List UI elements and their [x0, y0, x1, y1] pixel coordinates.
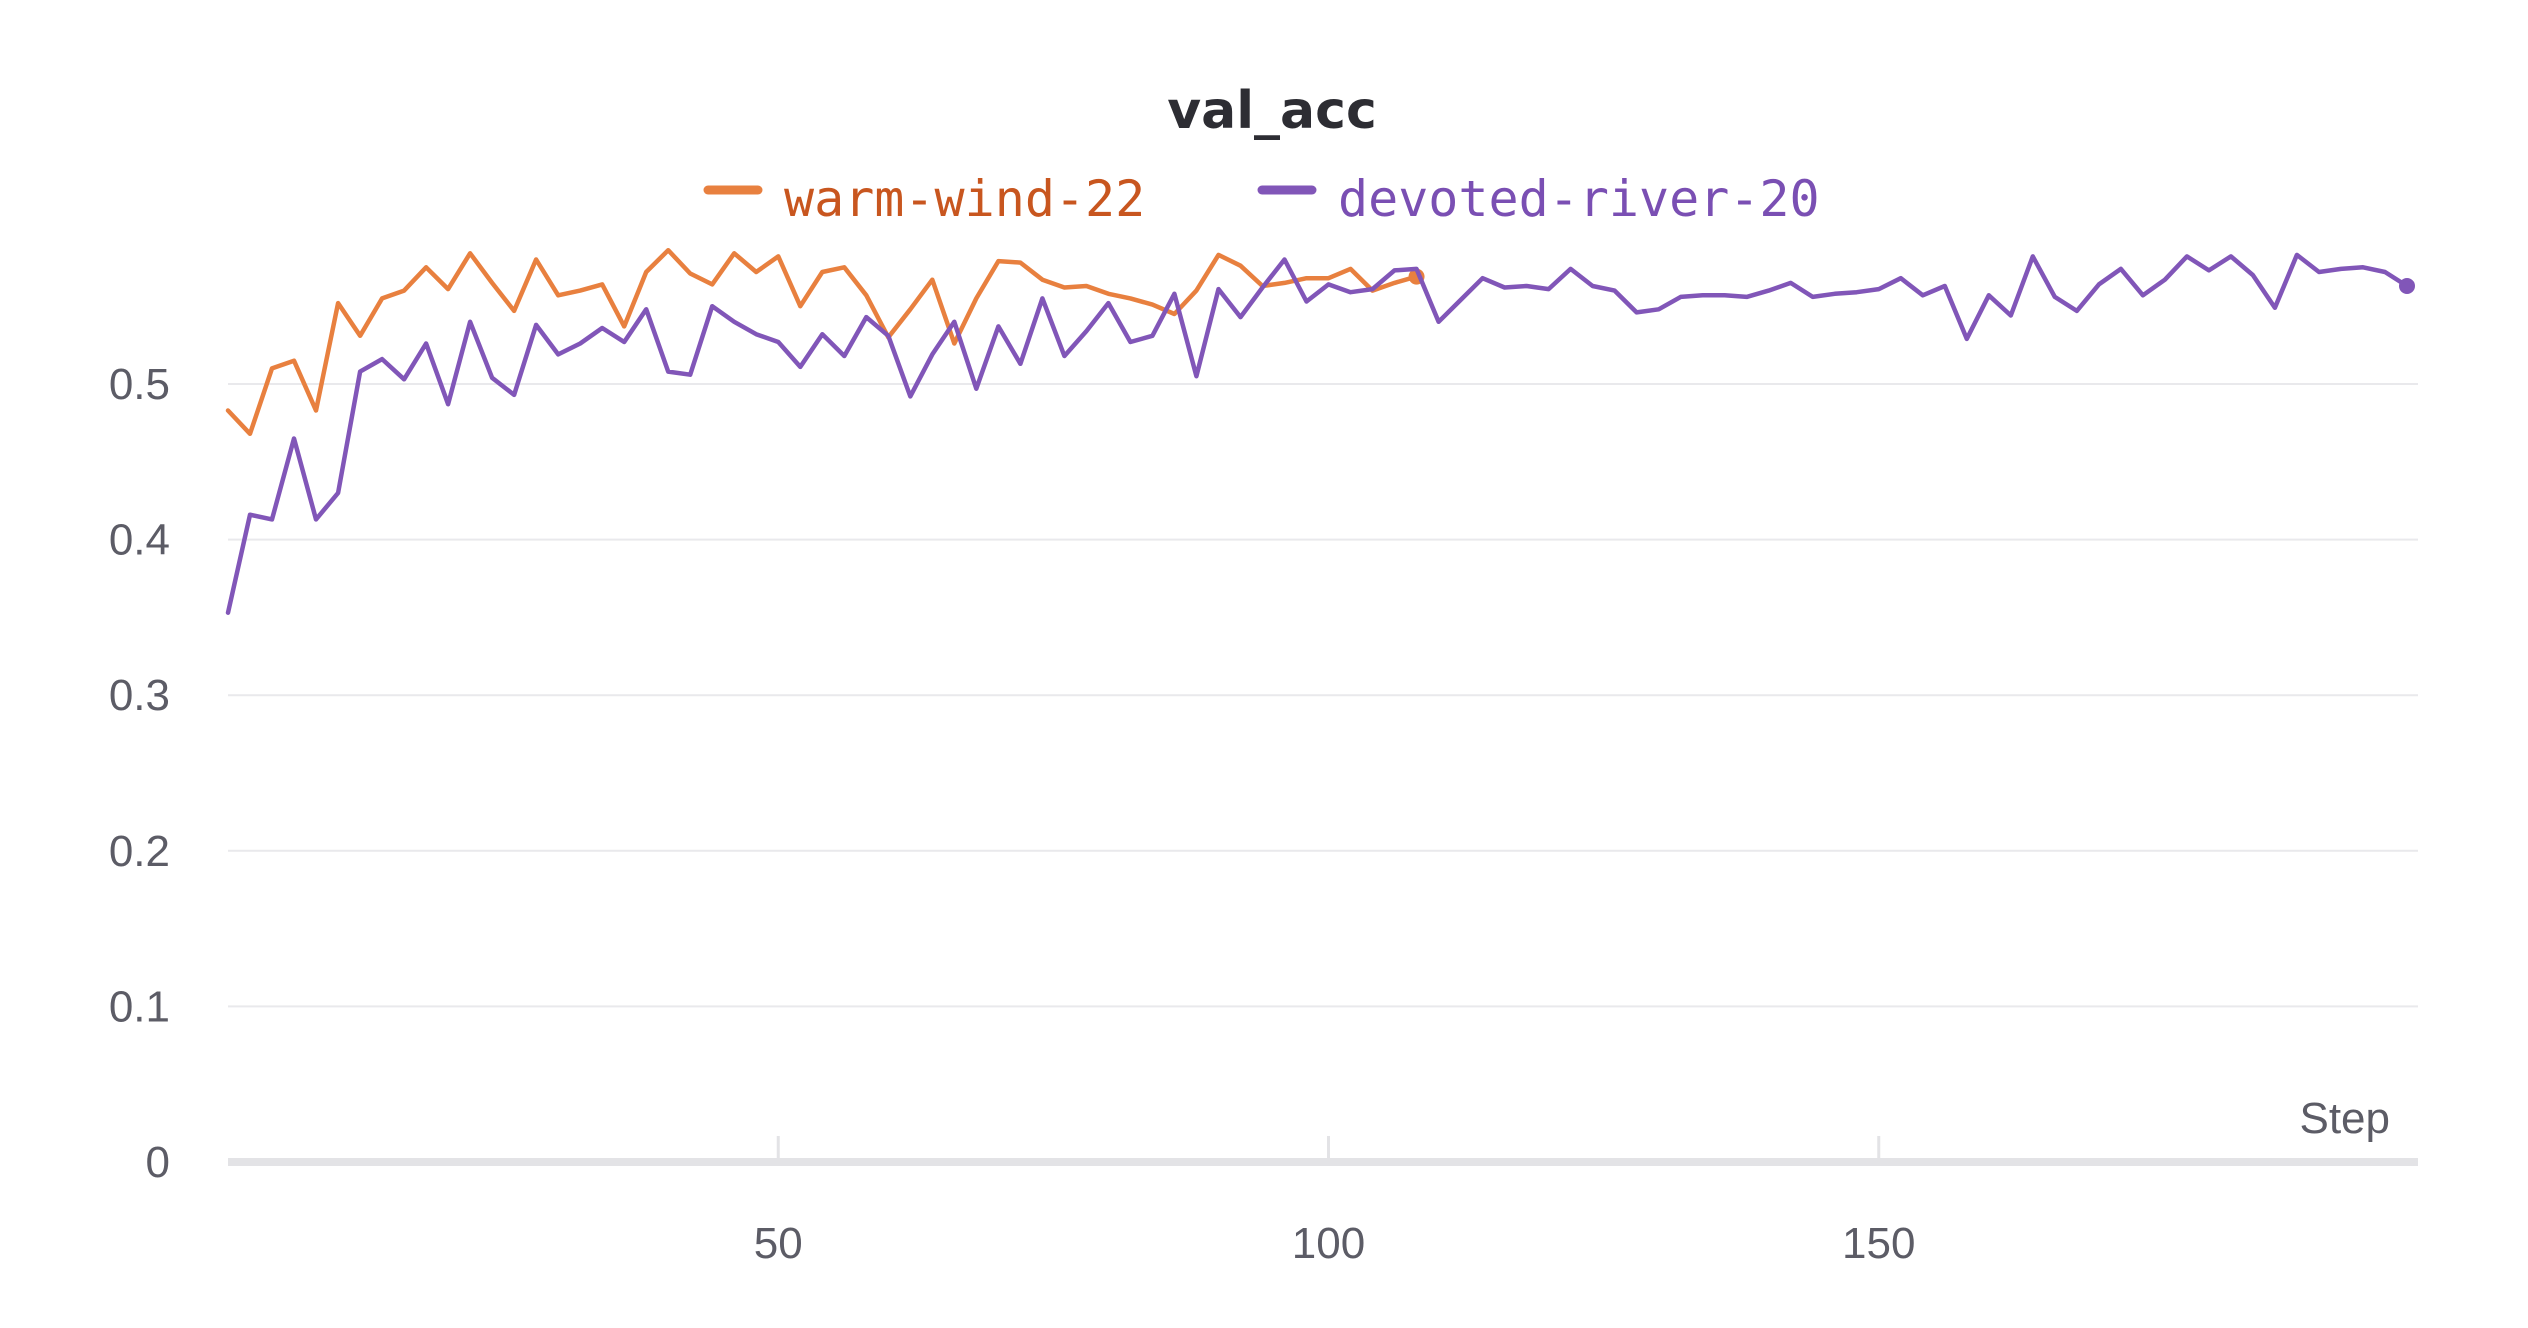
x-tick-label-0: 50 — [754, 1219, 803, 1268]
series-line-devoted-river-20 — [225, 252, 2410, 615]
series-line-warm-wind-22 — [225, 247, 1419, 437]
x-axis: 50 100 150 — [228, 1136, 2418, 1268]
y-tick-label-4: 0.4 — [109, 516, 170, 565]
y-tick-label-2: 0.2 — [109, 827, 170, 876]
legend-label-warm-wind-22: warm-wind-22 — [784, 170, 1145, 228]
x-tick-label-1: 100 — [1292, 1219, 1365, 1268]
y-tick-label-3: 0.3 — [109, 671, 170, 720]
chart-title: val_acc — [1167, 81, 1377, 141]
y-tick-label-0: 0 — [146, 1138, 170, 1187]
x-axis-label: Step — [2299, 1094, 2390, 1143]
legend-item-devoted-river-20[interactable]: devoted-river-20 — [1257, 170, 1820, 228]
y-tick-label-1: 0.1 — [109, 982, 170, 1031]
series-end-marker-devoted-river-20 — [2398, 277, 2415, 294]
x-tick-label-2: 150 — [1842, 1219, 1915, 1268]
y-tick-label-5: 0.5 — [109, 360, 170, 409]
gridlines — [228, 383, 2418, 1008]
y-axis: 0 0.1 0.2 0.3 0.4 0.5 — [109, 360, 170, 1187]
legend[interactable]: warm-wind-22 devoted-river-20 — [703, 170, 1820, 228]
legend-label-devoted-river-20: devoted-river-20 — [1338, 170, 1820, 228]
legend-item-warm-wind-22[interactable]: warm-wind-22 — [703, 170, 1145, 228]
series-layer — [225, 247, 2415, 615]
